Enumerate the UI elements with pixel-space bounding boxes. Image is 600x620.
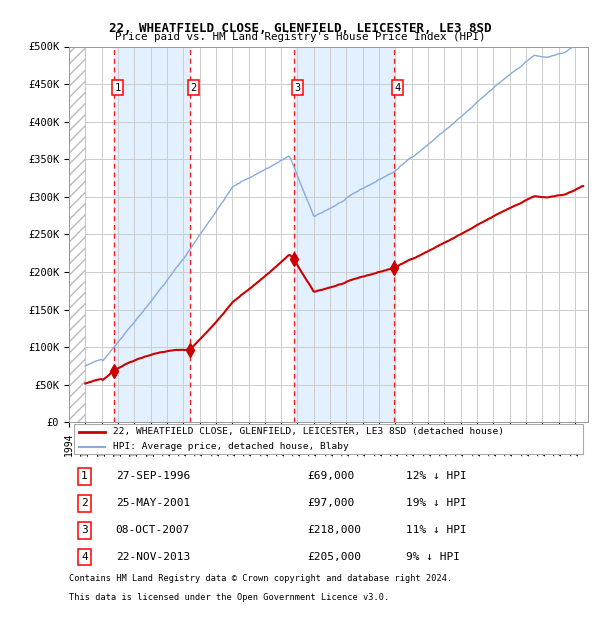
Text: £97,000: £97,000 (308, 498, 355, 508)
Text: £218,000: £218,000 (308, 525, 362, 535)
Text: £205,000: £205,000 (308, 552, 362, 562)
Text: This data is licensed under the Open Government Licence v3.0.: This data is licensed under the Open Gov… (69, 593, 389, 602)
FancyBboxPatch shape (74, 424, 583, 454)
Text: 4: 4 (395, 83, 401, 93)
Text: 12% ↓ HPI: 12% ↓ HPI (406, 471, 467, 481)
Text: £69,000: £69,000 (308, 471, 355, 481)
Text: 22, WHEATFIELD CLOSE, GLENFIELD, LEICESTER, LE3 8SD: 22, WHEATFIELD CLOSE, GLENFIELD, LEICEST… (109, 22, 491, 35)
Text: 2: 2 (81, 498, 88, 508)
Text: HPI: Average price, detached house, Blaby: HPI: Average price, detached house, Blab… (113, 442, 349, 451)
Text: 25-MAY-2001: 25-MAY-2001 (116, 498, 190, 508)
Bar (69, 46, 85, 422)
Text: 3: 3 (295, 83, 301, 93)
Text: 4: 4 (81, 552, 88, 562)
Text: Contains HM Land Registry data © Crown copyright and database right 2024.: Contains HM Land Registry data © Crown c… (69, 574, 452, 583)
Text: 22, WHEATFIELD CLOSE, GLENFIELD, LEICESTER, LE3 8SD (detached house): 22, WHEATFIELD CLOSE, GLENFIELD, LEICEST… (113, 427, 504, 436)
Text: 9% ↓ HPI: 9% ↓ HPI (406, 552, 460, 562)
Bar (114, 46, 190, 422)
Bar (294, 46, 394, 422)
Text: 1: 1 (81, 471, 88, 481)
Text: 1: 1 (115, 83, 121, 93)
Text: 22-NOV-2013: 22-NOV-2013 (116, 552, 190, 562)
Text: 3: 3 (81, 525, 88, 535)
Text: Price paid vs. HM Land Registry's House Price Index (HPI): Price paid vs. HM Land Registry's House … (115, 32, 485, 42)
Text: 2: 2 (191, 83, 197, 93)
Text: 11% ↓ HPI: 11% ↓ HPI (406, 525, 467, 535)
Text: 08-OCT-2007: 08-OCT-2007 (116, 525, 190, 535)
Text: 19% ↓ HPI: 19% ↓ HPI (406, 498, 467, 508)
Text: 27-SEP-1996: 27-SEP-1996 (116, 471, 190, 481)
